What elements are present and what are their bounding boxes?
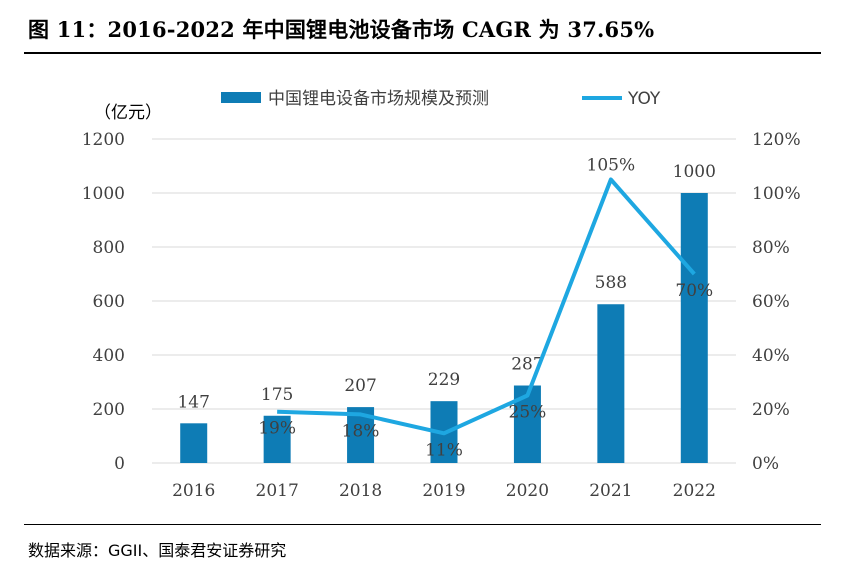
right-tick-label: 20% [752,400,790,420]
x-tick-label: 2021 [589,481,632,501]
bar [597,304,625,463]
title-rule [24,52,821,54]
right-tick-label: 60% [752,292,790,312]
x-tick-label: 2017 [256,481,299,501]
right-tick-label: 120% [752,130,801,150]
yoy-line [277,177,696,436]
x-tick-label: 2022 [673,481,716,501]
bar [263,415,291,463]
figure-title: 图 11：2016-2022 年中国锂电池设备市场 CAGR 为 37.65% [28,17,655,42]
yoy-data-label: 105% [587,156,636,176]
yoy-data-labels: 19% 18% 11% 25% 105% 70% [258,156,713,461]
x-axis-ticks: 2016 2017 2018 2019 2020 2021 2022 [172,481,716,501]
bar-data-label: 147 [177,392,209,412]
right-tick-label: 100% [752,184,801,204]
source-rule [24,524,821,525]
yoy-data-label: 11% [425,440,463,460]
bar-data-label: 1000 [673,162,716,182]
yoy-data-label: 19% [258,419,296,439]
x-tick-label: 2018 [339,481,382,501]
left-axis-unit-label: （亿元） [94,103,162,123]
yoy-data-label: 25% [509,403,547,423]
bar-series [180,193,708,463]
legend-label-line: YOY [627,89,661,109]
gridlines [152,138,736,464]
right-tick-label: 80% [752,238,790,258]
bar [180,423,208,463]
left-tick-label: 800 [93,238,125,258]
right-axis-ticks: 0% 20% 40% 60% 80% 100% 120% [752,130,801,474]
bar-data-label: 588 [595,273,627,293]
bar [680,193,708,463]
bar-data-label: 175 [261,385,293,405]
yoy-line-series [277,177,696,436]
legend-label-bar: 中国锂电设备市场规模及预测 [268,89,489,109]
left-tick-label: 1000 [82,184,125,204]
left-tick-label: 600 [93,292,125,312]
source-note: 数据来源：GGII、国泰君安证券研究 [28,541,287,560]
legend: 中国锂电设备市场规模及预测 YOY [221,89,661,109]
x-tick-label: 2020 [506,481,549,501]
x-tick-label: 2019 [422,481,465,501]
left-tick-label: 1200 [82,130,125,150]
yoy-data-label: 70% [675,281,713,301]
legend-swatch-bar [221,92,261,103]
left-axis-ticks: 0 200 400 600 800 1000 1200 [82,130,125,474]
yoy-data-label: 18% [342,421,380,441]
left-tick-label: 200 [93,400,125,420]
x-tick-label: 2016 [172,481,215,501]
right-tick-label: 40% [752,346,790,366]
left-tick-label: 0 [114,454,125,474]
bar-data-label: 229 [428,370,460,390]
right-tick-label: 0% [752,454,779,474]
bar-data-label: 207 [344,376,376,396]
left-tick-label: 400 [93,346,125,366]
